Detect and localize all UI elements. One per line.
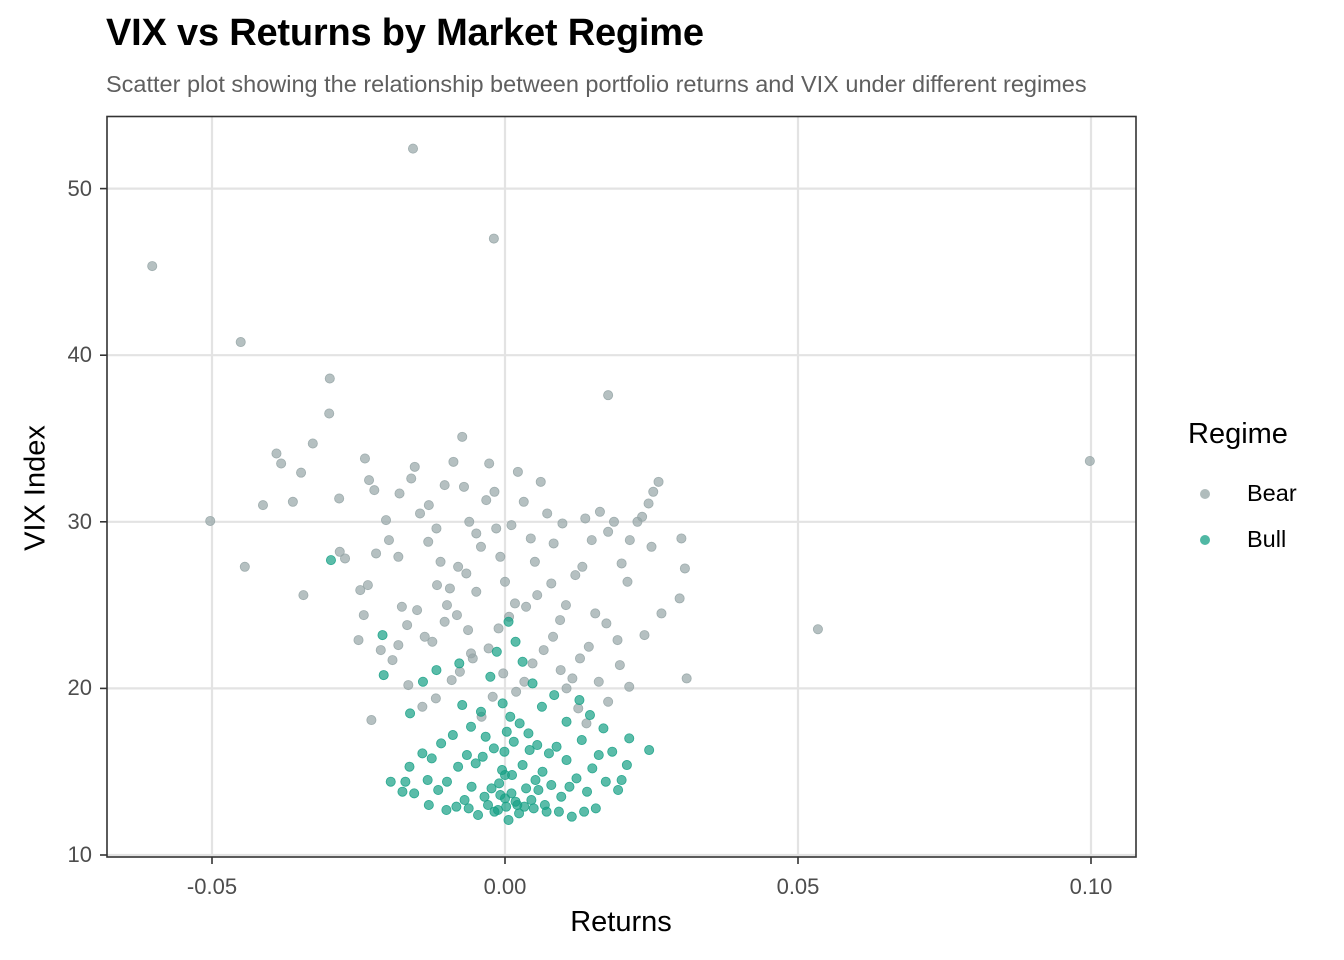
x-tick-label: 0.05	[776, 874, 820, 899]
y-tick-label: 10	[67, 842, 92, 867]
x-tick-label: 0.10	[1069, 874, 1113, 899]
axis-ticks	[100, 187, 1092, 864]
y-tick-label: 30	[67, 508, 92, 534]
legend-label-bull: Bull	[1247, 526, 1287, 552]
gridlines	[107, 116, 1136, 857]
x-tick-label: 0.00	[483, 874, 527, 899]
y-axis-label: VIX Index	[19, 425, 52, 551]
legend-item-bull: Bull	[1200, 526, 1286, 553]
legend-label-bear: Bear	[1247, 480, 1297, 506]
legend-item-bear: Bear	[1200, 480, 1297, 507]
x-tick-label: -0.05	[186, 874, 238, 899]
legend-title: Regime	[1188, 418, 1288, 450]
chart-subtitle: Scatter plot showing the relationship be…	[106, 71, 1087, 97]
data-points	[147, 143, 1095, 826]
plot-panel-border	[106, 115, 1137, 858]
y-tick-label: 50	[67, 175, 92, 201]
y-tick-label: 20	[67, 675, 92, 701]
legend-marker-bear-icon	[1200, 488, 1210, 499]
legend-marker-bull-icon	[1200, 534, 1210, 545]
chart-title: VIX vs Returns by Market Regime	[106, 12, 704, 54]
x-axis-label: Returns	[570, 906, 672, 938]
y-tick-label: 40	[67, 342, 92, 368]
